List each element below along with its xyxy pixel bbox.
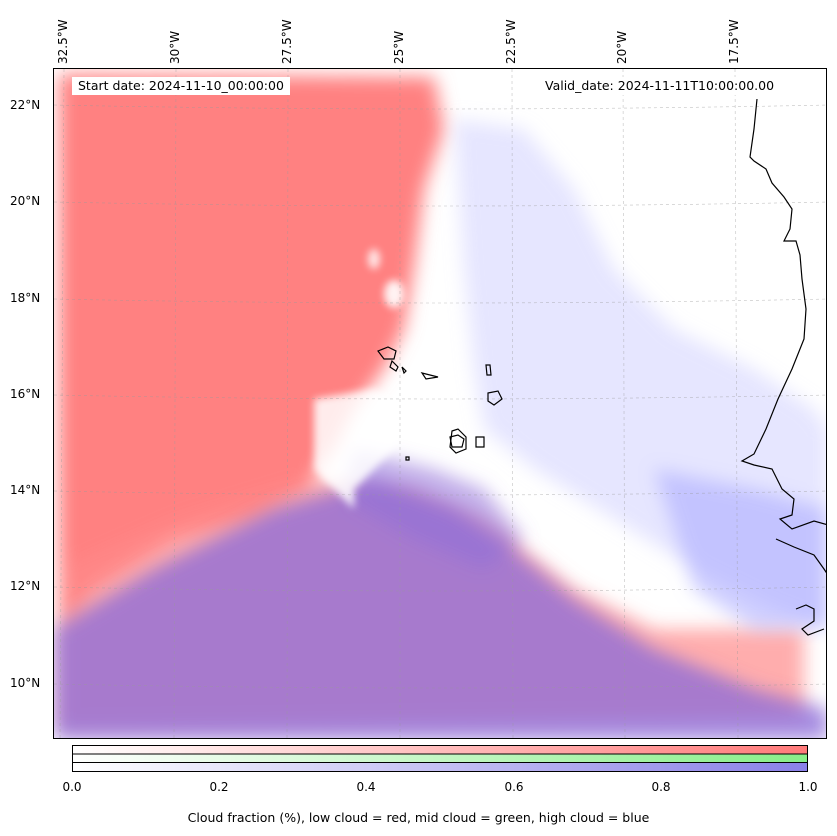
lon-label: 22.5°W (504, 19, 518, 64)
coastline (377, 98, 826, 636)
high-cloud-field (54, 119, 826, 738)
map-panel (53, 68, 827, 739)
colorbar (72, 745, 808, 772)
colorbar-tick: 1.0 (798, 780, 818, 794)
colorbar-mid (72, 753, 808, 763)
lon-label: 32.5°W (56, 19, 70, 64)
lat-label: 22°N (10, 98, 41, 112)
lon-label: 17.5°W (727, 19, 741, 64)
lon-label: 27.5°W (280, 19, 294, 64)
colorbar-tick: 0.6 (504, 780, 524, 794)
colorbar-low (72, 745, 808, 755)
lon-label: 20°W (615, 30, 629, 64)
clear-sky-patches (314, 249, 414, 509)
graticule (54, 69, 826, 738)
lat-label: 10°N (10, 676, 41, 690)
colorbar-tick: 0.0 (62, 780, 82, 794)
colorbar-tick: 0.2 (209, 780, 229, 794)
colorbar-label: Cloud fraction (%), low cloud = red, mid… (187, 810, 650, 825)
lat-label: 14°N (10, 483, 41, 497)
lat-label: 16°N (10, 387, 41, 401)
lon-label: 25°W (392, 30, 406, 64)
lat-label: 12°N (10, 579, 41, 593)
colorbar-tick: 0.8 (651, 780, 671, 794)
lat-label: 18°N (10, 291, 41, 305)
colorbar-tick: 0.4 (356, 780, 376, 794)
cloud-fraction-map (54, 69, 826, 738)
colorbar-high (72, 762, 808, 772)
start-date-label: Start date: 2024-11-10_00:00:00 (72, 77, 290, 95)
lon-label: 30°W (168, 30, 182, 64)
valid-date-label: Valid_date: 2024-11-11T10:00:00.00 (539, 77, 781, 95)
lat-label: 20°N (10, 194, 41, 208)
